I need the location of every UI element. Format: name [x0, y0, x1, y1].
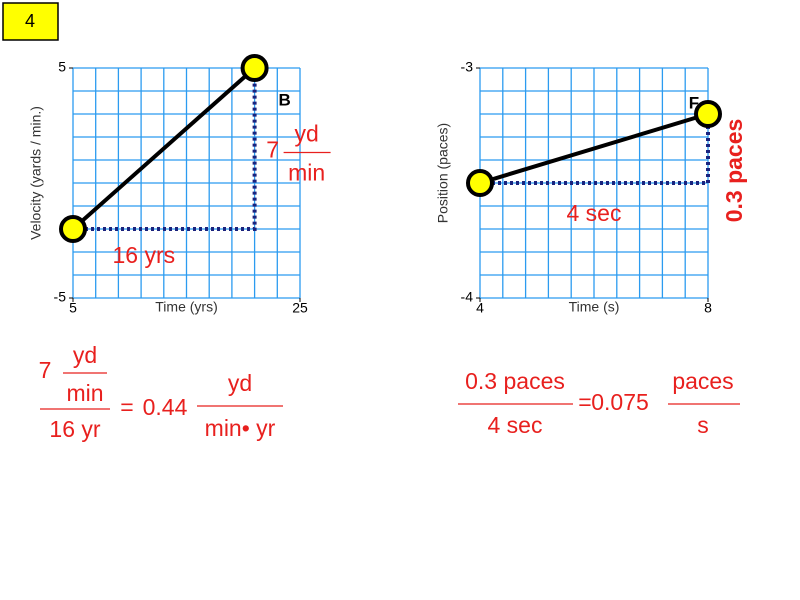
eq-text: yd — [73, 342, 97, 368]
x-tick-label: 8 — [704, 300, 712, 316]
x-axis-label: Time (yrs) — [155, 299, 217, 315]
x-tick-label: 25 — [292, 300, 308, 316]
eq-text: min — [66, 380, 103, 406]
rise-label: min — [288, 160, 325, 186]
eq-text: 16 yr — [49, 416, 100, 442]
dotted-run — [480, 114, 710, 185]
eq-text: paces — [672, 368, 733, 394]
eq-equals: = — [120, 394, 133, 420]
eq-result: 0.44 — [143, 394, 188, 420]
eq-text: 4 sec — [488, 412, 543, 438]
y-tick-label: -5 — [54, 289, 67, 305]
rise-label: yd — [294, 121, 318, 147]
data-point — [59, 215, 87, 243]
x-tick-label: 4 — [476, 300, 484, 316]
rise-label: 0.3 paces — [721, 119, 747, 223]
eq-result: 0.075 — [591, 389, 649, 415]
data-line — [479, 112, 709, 185]
x-tick-label: 5 — [69, 300, 77, 316]
eq-text: 0.3 paces — [465, 368, 565, 394]
slide-number-box — [2, 2, 59, 41]
x-axis-label: Time (s) — [569, 299, 620, 315]
data-point — [466, 169, 494, 197]
point-label: B — [278, 90, 290, 109]
y-axis-label: Velocity (yards / min.) — [28, 106, 44, 240]
eq-text: yd — [228, 370, 252, 396]
data-line — [71, 66, 256, 231]
dotted-run — [73, 68, 257, 231]
run-label: 16 yrs — [112, 242, 175, 268]
eq-number: 7 — [39, 357, 52, 383]
point-label: F — [689, 93, 699, 112]
y-axis-label: Position (paces) — [435, 123, 451, 223]
data-point — [240, 54, 269, 82]
slide-number: 4 — [25, 11, 35, 31]
y-tick-label: -3 — [461, 59, 474, 75]
run-label: 4 sec — [567, 200, 622, 226]
eq-text: min• yr — [205, 415, 276, 441]
rise-label: 7 — [266, 137, 279, 163]
eq-text: s — [697, 412, 709, 438]
y-tick-label: -4 — [461, 289, 474, 305]
eq-equals: = — [578, 389, 591, 415]
y-tick-label: 5 — [58, 59, 66, 75]
data-point — [694, 100, 722, 128]
